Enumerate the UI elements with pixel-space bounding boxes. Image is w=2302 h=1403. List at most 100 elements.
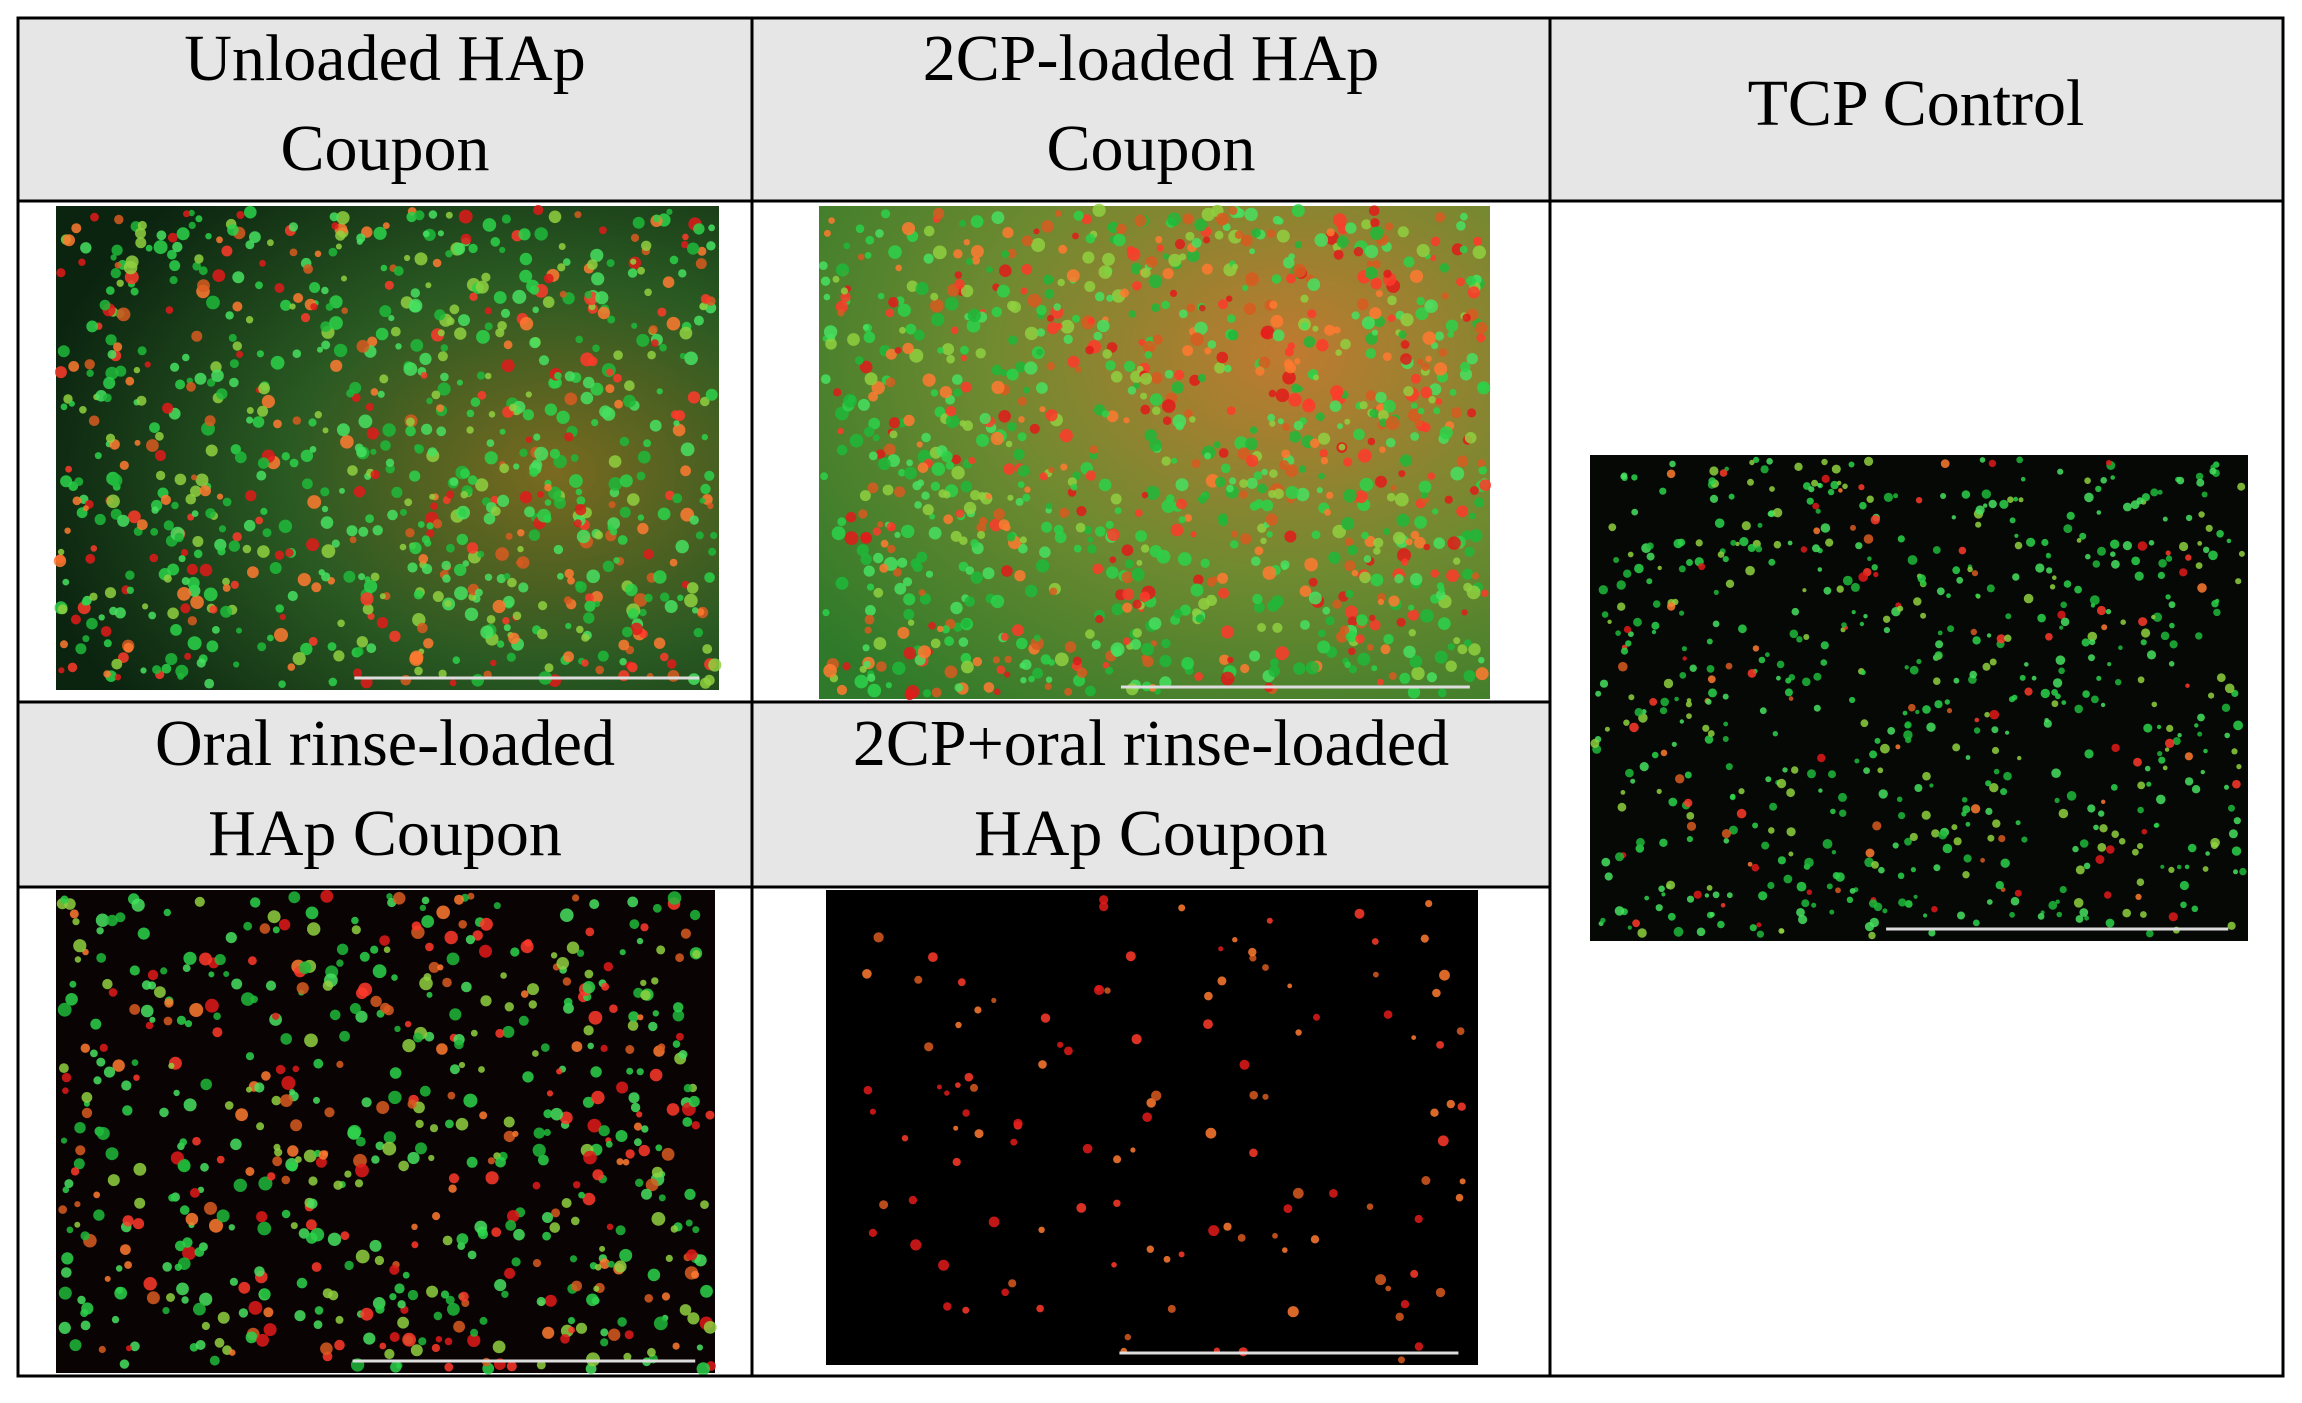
cell-dot [322,427,329,434]
cell-dot [169,260,181,272]
cell-dot [267,634,274,642]
cell-dot [114,214,124,225]
cell-dot [1725,763,1733,771]
cell-dot [1004,655,1012,664]
cell-dot [1310,1235,1320,1244]
cell-dot [2151,701,2158,708]
cell-dot [1382,399,1396,413]
cell-dot [903,593,916,606]
cell-dot [1928,929,1936,937]
cell-dot [295,1156,302,1163]
cell-dot [1415,307,1429,321]
cell-dot [1659,707,1668,715]
cell-dot [1280,560,1290,570]
cell-dot [1164,369,1174,379]
cell-dot [155,450,166,461]
cell-dot [1633,617,1642,627]
cell-dot [1707,730,1715,737]
cell-dot [679,326,693,340]
cell-dot [1292,263,1307,278]
cell-dot [389,1264,400,1275]
cell-dot [652,1010,659,1017]
cell-dot [289,458,299,468]
cell-dot [1262,566,1277,580]
cell-dot [1931,906,1938,913]
cell-dot [2012,573,2020,581]
cell-dot [1812,544,1820,553]
cell-dot [220,605,233,618]
cell-dot [370,572,380,582]
cell-dot [1302,399,1316,413]
cell-dot [930,298,944,313]
cell-dot [188,209,195,217]
cell-dot [1749,459,1755,466]
cell-dot [1434,362,1448,376]
cell-dot [1351,569,1359,577]
cell-dot [600,1328,609,1337]
cell-dot [1620,790,1626,795]
cell-dot [228,1224,235,1231]
cell-dot [1059,507,1070,518]
cell-dot [1308,577,1318,587]
cell-dot [470,1328,479,1337]
cell-dot [1779,928,1785,934]
cell-dot [1851,610,1856,615]
cell-dot [2075,915,2084,923]
cell-dot [1898,812,1906,820]
cell-dot [233,1178,247,1193]
cell-dot [1220,463,1231,474]
cell-dot [437,329,445,337]
cell-dot [623,394,636,408]
cell-dot [1105,666,1114,675]
cell-dot [1167,212,1181,227]
cell-dot [178,555,186,563]
cell-dot [970,215,984,228]
cell-dot [582,981,596,994]
cell-dot [1008,335,1018,345]
cell-dot [895,264,902,272]
cell-dot [608,1328,621,1341]
cell-dot [344,1260,354,1271]
cell-dot [2075,865,2085,875]
cell-dot [1666,880,1676,890]
cell-dot [1902,710,1908,716]
cell-dot [1339,625,1350,635]
cell-dot [230,580,239,589]
cell-dot [1625,640,1632,647]
cell-dot [63,234,75,247]
cell-dot [1409,655,1423,668]
cell-dot [306,1219,317,1231]
cell-dot [1907,555,1918,565]
cell-dot [477,1229,489,1240]
cell-dot [868,1228,878,1237]
cell-dot [458,1291,469,1302]
cell-dot [2146,781,2152,787]
cell-dot [375,1141,385,1151]
cell-dot [1242,285,1249,291]
cell-dot [1396,513,1410,527]
cell-dot [454,563,467,577]
cell-dot [2157,751,2163,757]
cell-dot [903,414,915,427]
cell-dot [953,622,963,632]
cell-dot [1620,647,1629,655]
cell-dot [936,1084,942,1090]
cell-dot [195,473,209,487]
cell-dot [194,254,204,264]
cell-dot [400,508,407,516]
cell-dot [300,313,311,323]
cell-dot [1387,295,1397,306]
cell-dot [149,1016,156,1023]
cell-dot [512,1130,519,1137]
cell-dot [1317,640,1331,654]
cell-dot [666,316,681,331]
cell-dot [472,930,483,941]
cell-dot [996,665,1006,674]
cell-dot [2049,584,2056,590]
cell-dot [534,446,549,461]
cell-dot [700,1284,713,1298]
cell-dot [1772,508,1783,518]
cell-dot [444,930,458,945]
cell-dot [121,1080,132,1091]
cell-dot [203,587,218,602]
